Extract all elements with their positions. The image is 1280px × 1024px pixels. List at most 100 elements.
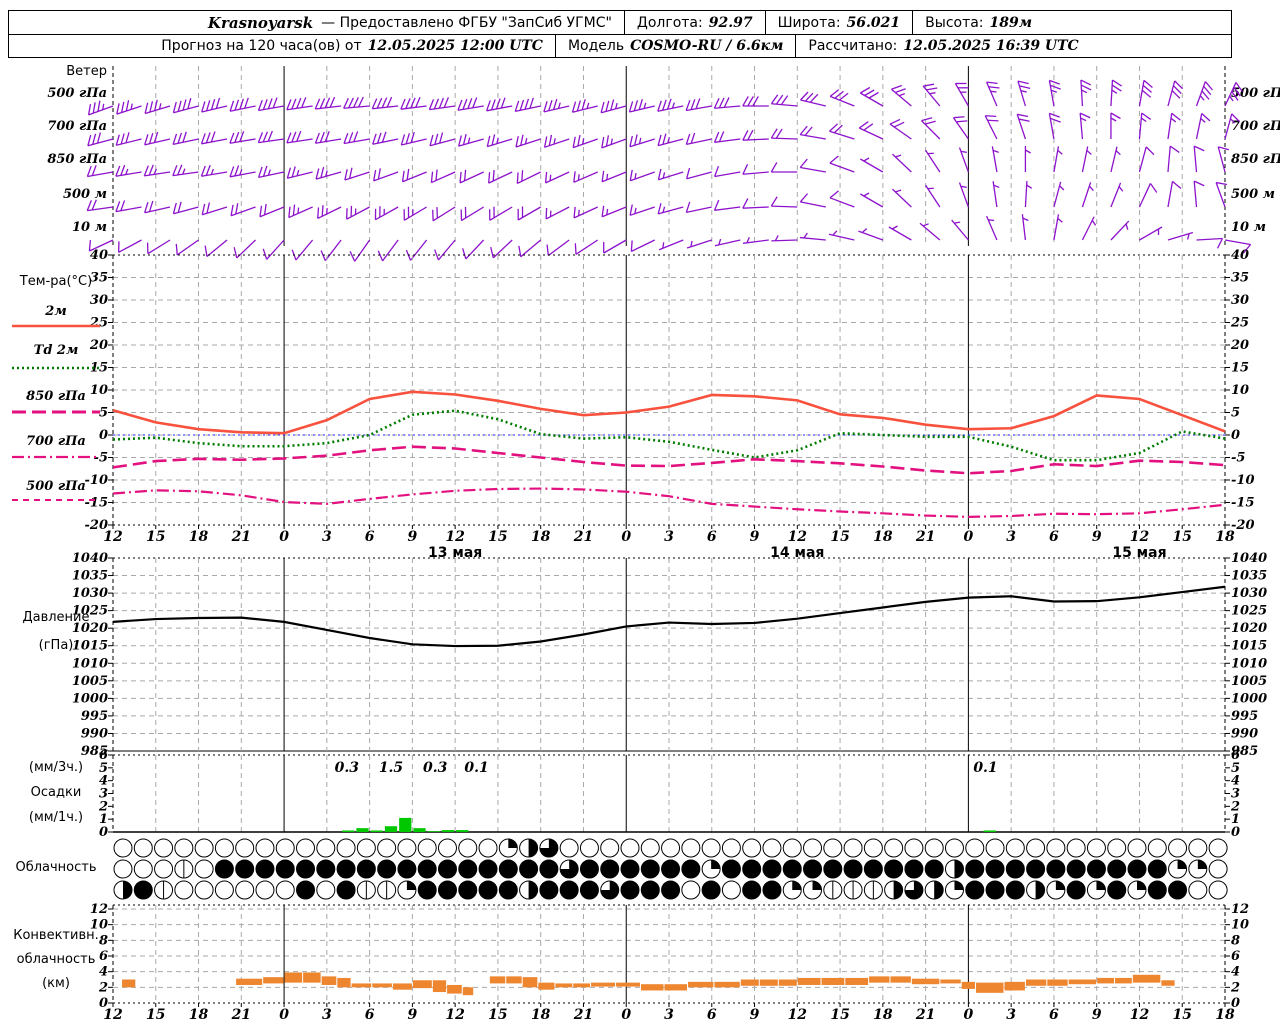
convective-bar [869,976,890,983]
convective-bar [616,982,640,987]
svg-text:18: 18 [873,1007,893,1023]
svg-text:18: 18 [531,1007,551,1023]
svg-text:1020: 1020 [72,621,108,636]
svg-text:6: 6 [707,529,717,545]
wind-level-700hpa-left: 700 гПа [47,119,107,134]
svg-text:2: 2 [98,980,108,995]
station-name: Krasnoyarsk [207,13,314,32]
convective-bar [447,984,462,994]
svg-text:1.5: 1.5 [379,760,403,776]
longitude-label: Долгота: [636,14,703,31]
svg-text:18: 18 [531,529,551,545]
temperature-section-title: Тем-ра(°C) [19,274,93,289]
convective-bar [522,977,538,988]
svg-text:1000: 1000 [72,691,108,706]
svg-text:6: 6 [365,1007,375,1023]
svg-text:1040: 1040 [1231,551,1267,566]
svg-text:12: 12 [1231,902,1249,917]
convective-bar [506,976,522,984]
precip-bar [399,817,412,832]
wind-barb-row-500 гПа [87,79,1243,116]
svg-text:0.3: 0.3 [423,760,448,776]
convective-bar [555,983,573,988]
svg-text:3: 3 [1231,787,1240,802]
svg-text:1030: 1030 [72,586,108,601]
precip-bar [983,830,996,832]
convective-bar [489,976,506,984]
longitude-segment: Долгота: 92.97 [623,11,753,34]
latitude-segment: Широта: 56.021 [764,11,901,34]
svg-text:1010: 1010 [72,656,108,671]
svg-text:5: 5 [99,406,108,421]
computed-label: Рассчитано: [808,37,898,54]
convective-bar [1097,977,1115,984]
precip-bar [413,828,426,832]
convective-bar [1047,979,1068,986]
temp-series-Td 2м [112,409,1226,462]
precip-bar [384,826,398,832]
svg-text:25: 25 [1230,316,1249,331]
svg-text:12: 12 [103,529,123,545]
svg-text:1025: 1025 [72,604,108,619]
svg-text:0: 0 [99,996,108,1011]
svg-text:15: 15 [146,1007,165,1023]
svg-text:18: 18 [189,529,209,545]
convective-bar [432,980,447,993]
svg-text:-5: -5 [94,451,108,466]
svg-text:10: 10 [1231,383,1249,398]
svg-text:10: 10 [1231,918,1249,933]
computed-value: 12.05.2025 16:39 UTC [903,37,1079,54]
svg-text:15: 15 [830,529,849,545]
convective-bar [976,982,1004,993]
svg-text:12: 12 [445,529,465,545]
precip-label: Осадки [30,785,82,800]
svg-text:3: 3 [322,529,332,545]
svg-text:12: 12 [1130,529,1150,545]
wind-barb-row-700 гПа [87,112,1240,149]
svg-text:4: 4 [1231,774,1240,789]
convective-bar [412,980,432,989]
wind-section-title: Ветер [66,64,107,79]
altitude-label: Высота: [925,14,984,31]
svg-text:12: 12 [103,1007,123,1023]
precip-unit-1h-label: (мм/1ч.) [28,810,84,825]
convective-bar [303,972,321,983]
svg-text:2: 2 [1230,799,1240,814]
svg-text:995: 995 [81,709,108,724]
svg-text:12: 12 [445,1007,465,1023]
legend-850hpa-label: 850 гПа [26,389,86,404]
svg-text:13 мая: 13 мая [428,545,482,561]
convective-bar [1132,974,1161,983]
svg-text:6: 6 [99,949,108,964]
wind-level-500m-right: 500 м [1231,187,1276,202]
wind-level-500hpa-left: 500 гПа [47,86,107,101]
wind-barbs-section [86,66,1252,262]
svg-text:6: 6 [99,748,108,763]
longitude-value: 92.97 [708,14,753,31]
model-value: COSMO-RU / 6.6км [630,37,784,54]
svg-text:0: 0 [99,825,108,840]
wind-level-850hpa-right: 850 гПа [1231,152,1280,167]
convective-bar [321,976,337,985]
convective-bar [778,979,797,986]
wind-level-500hpa-right: 500 гПа [1231,86,1280,101]
svg-text:20: 20 [1230,338,1249,353]
svg-text:1015: 1015 [72,639,108,654]
cloudiness-label: Облачность [15,860,97,875]
svg-text:21: 21 [231,1007,251,1023]
svg-text:18: 18 [873,529,893,545]
legend-500hpa-label: 500 гПа [26,479,86,494]
svg-text:9: 9 [1092,529,1102,545]
svg-text:3: 3 [322,1007,332,1023]
convective-bar [573,983,591,988]
latitude-value: 56.021 [846,14,901,31]
station-segment: Krasnoyarsk — Предоставлено ФГБУ "ЗапСиб… [208,14,612,32]
convective-label-1: Конвективн. [13,928,99,943]
convective-bar [797,977,821,985]
svg-text:21: 21 [231,529,251,545]
precip-chart: 0.3 1.5 0.3 0.1 0.16 65 54 43 32 21 10 0 [98,748,1240,840]
header-row-model: Прогноз на 120 часа(ов) от 12.05.2025 12… [8,34,1232,58]
svg-text:1: 1 [1231,812,1240,827]
svg-text:18: 18 [1215,529,1235,545]
